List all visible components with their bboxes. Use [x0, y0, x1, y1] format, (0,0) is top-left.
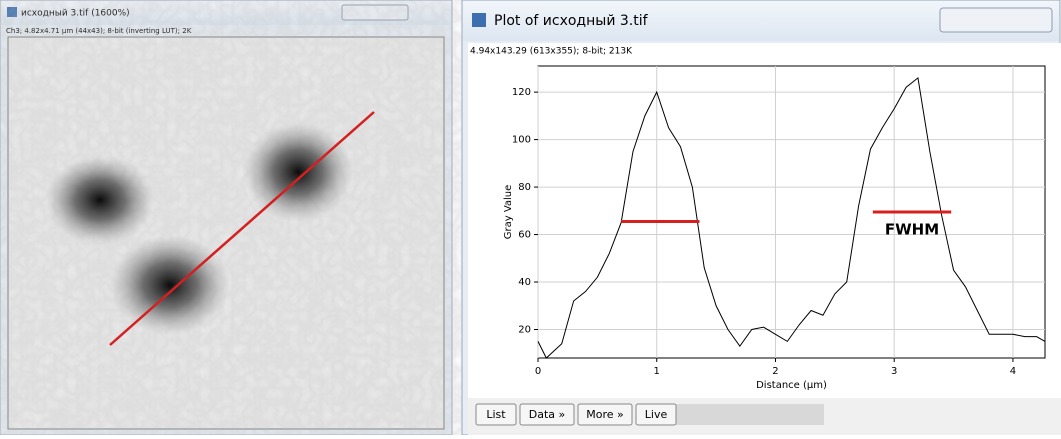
window-icon [472, 13, 486, 27]
x-axis-label: Distance (µm) [756, 380, 827, 391]
x-tick-label: 4 [1010, 366, 1016, 377]
y-tick-label: 100 [512, 135, 531, 146]
x-tick-label: 2 [772, 366, 778, 377]
button-label[interactable]: Data » [529, 408, 566, 421]
plot-panel [468, 43, 1061, 435]
button[interactable] [519, 403, 575, 426]
spot [45, 155, 155, 245]
spot [243, 122, 353, 222]
y-tick-label: 60 [518, 230, 531, 241]
plot-info: 4.94x143.29 (613x355); 8-bit; 213K [470, 47, 633, 57]
y-tick-label: 20 [518, 325, 531, 336]
button[interactable] [635, 403, 677, 426]
profile-line[interactable] [109, 111, 375, 346]
x-tick-label: 0 [535, 366, 541, 377]
x-tick-label: 3 [891, 366, 897, 377]
window-title: Plot of исходный 3.tif [494, 13, 649, 29]
x-tick-label: 1 [654, 366, 660, 377]
plot-window: Plot of исходный 3.tif 4.94x143.29 (613x… [461, 0, 1061, 436]
y-tick-label: 40 [518, 277, 531, 288]
image-window: исходный 3.tif (1600%) Ch3; 4.82x4.71 µm… [0, 0, 453, 436]
window-controls[interactable] [939, 7, 1053, 33]
window-title: исходный 3.tif (1600%) [21, 9, 130, 19]
profile-line [537, 76, 1046, 359]
button[interactable] [577, 403, 633, 426]
annotation: FWHM [885, 221, 939, 239]
y-tick-label: 80 [518, 182, 531, 193]
window-icon [7, 7, 17, 17]
y-tick-label: 120 [512, 87, 531, 98]
image-info: Ch3; 4.82x4.71 µm (44x43); 8-bit (invert… [6, 27, 192, 35]
button-label[interactable]: List [486, 408, 506, 421]
button-label[interactable]: Live [645, 408, 668, 421]
button-label[interactable]: More » [586, 408, 624, 421]
y-axis-label: Gray Value [503, 185, 514, 240]
spot [110, 235, 230, 335]
status-field [668, 404, 824, 425]
window-controls[interactable] [341, 4, 409, 21]
button[interactable] [475, 403, 517, 426]
